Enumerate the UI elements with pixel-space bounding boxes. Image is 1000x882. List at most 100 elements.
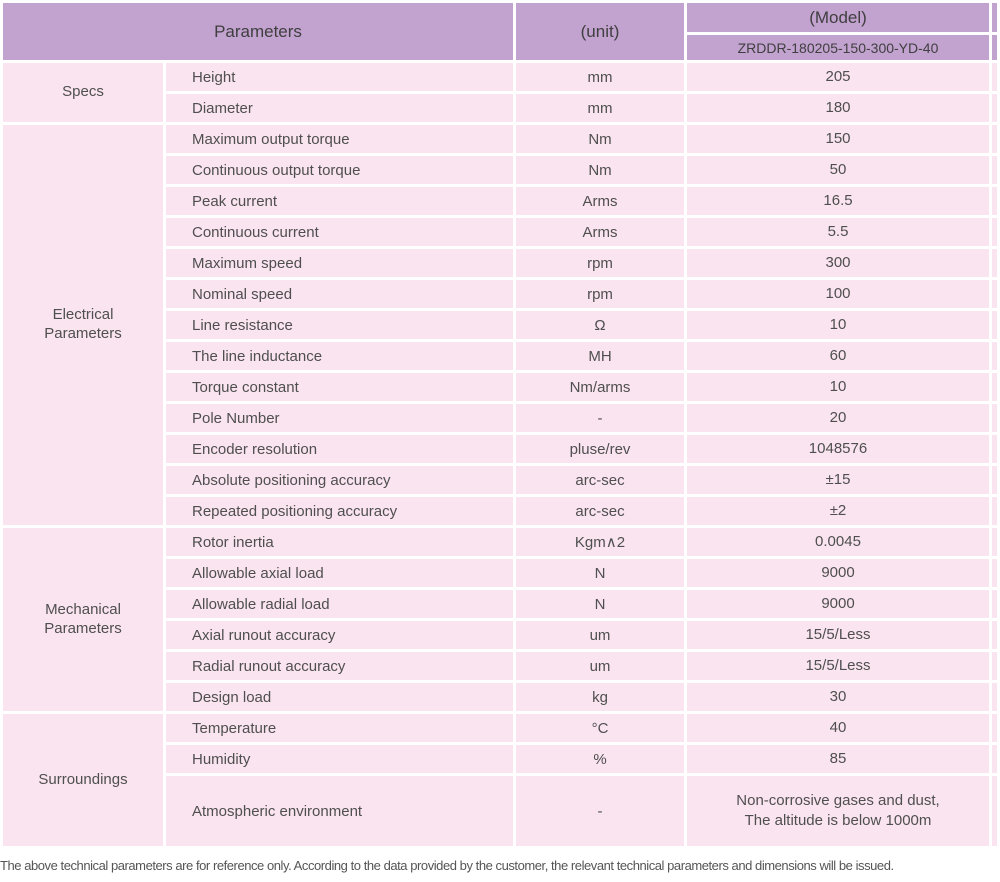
param-name-cell: Radial runout accuracy: [166, 652, 513, 680]
unit-cell: mm: [516, 94, 684, 122]
param-name-cell: Design load: [166, 683, 513, 711]
edge-strip: [992, 125, 997, 153]
unit-cell: arc-sec: [516, 497, 684, 525]
table-row: Peak current Arms 16.5: [3, 187, 997, 215]
edge-strip: [992, 683, 997, 711]
unit-cell: Kgm∧2: [516, 528, 684, 556]
param-name-cell: Encoder resolution: [166, 435, 513, 463]
table-row: Pole Number - 20: [3, 404, 997, 432]
table-row: Design load kg 30: [3, 683, 997, 711]
unit-cell: Nm: [516, 125, 684, 153]
unit-cell: %: [516, 745, 684, 773]
unit-cell: N: [516, 590, 684, 618]
param-name-cell: Torque constant: [166, 373, 513, 401]
table-subheader-row: ZRDDR-180205-150-300-YD-40: [3, 35, 997, 60]
table-row: Atmospheric environment - Non-corrosive …: [3, 776, 997, 846]
group-cell-specs: Specs: [3, 63, 163, 122]
value-cell: 5.5: [687, 218, 989, 246]
parameters-header: Parameters: [3, 3, 513, 60]
edge-strip: [992, 621, 997, 649]
table-row: Radial runout accuracy um 15/5/Less: [3, 652, 997, 680]
unit-cell: Arms: [516, 187, 684, 215]
table-row: Repeated positioning accuracy arc-sec ±2: [3, 497, 997, 525]
table-row: The line inductance MH 60: [3, 342, 997, 370]
spec-table: Parameters (unit) (Model) ZRDDR-180205-1…: [3, 3, 997, 846]
table-row: Nominal speed rpm 100: [3, 280, 997, 308]
table-row: Humidity % 85: [3, 745, 997, 773]
value-cell: 205: [687, 63, 989, 91]
value-cell: 300: [687, 249, 989, 277]
unit-cell: um: [516, 621, 684, 649]
param-name-cell: Peak current: [166, 187, 513, 215]
param-name-cell: Line resistance: [166, 311, 513, 339]
edge-strip: [992, 311, 997, 339]
edge-strip: [992, 497, 997, 525]
edge-strip: [992, 466, 997, 494]
param-name-cell: Absolute positioning accuracy: [166, 466, 513, 494]
value-cell: 40: [687, 714, 989, 742]
value-cell: 16.5: [687, 187, 989, 215]
value-cell: 180: [687, 94, 989, 122]
value-cell: 85: [687, 745, 989, 773]
value-cell: 9000: [687, 559, 989, 587]
value-cell: 100: [687, 280, 989, 308]
edge-strip: [992, 187, 997, 215]
unit-cell: um: [516, 652, 684, 680]
edge-strip: [992, 63, 997, 91]
edge-strip: [992, 156, 997, 184]
param-name-cell: Nominal speed: [166, 280, 513, 308]
table-row: Allowable axial load N 9000: [3, 559, 997, 587]
edge-strip: [992, 652, 997, 680]
table-row: Torque constant Nm/arms 10: [3, 373, 997, 401]
unit-cell: arc-sec: [516, 466, 684, 494]
table-row: Absolute positioning accuracy arc-sec ±1…: [3, 466, 997, 494]
param-name-cell: The line inductance: [166, 342, 513, 370]
edge-strip: [992, 373, 997, 401]
unit-cell: rpm: [516, 249, 684, 277]
param-name-cell: Height: [166, 63, 513, 91]
unit-cell: mm: [516, 63, 684, 91]
param-name-cell: Atmospheric environment: [166, 776, 513, 846]
table-row: Continuous current Arms 5.5: [3, 218, 997, 246]
value-cell: 30: [687, 683, 989, 711]
param-name-cell: Temperature: [166, 714, 513, 742]
unit-cell: rpm: [516, 280, 684, 308]
edge-strip: [992, 590, 997, 618]
value-cell: 10: [687, 373, 989, 401]
value-cell: ±15: [687, 466, 989, 494]
param-name-cell: Axial runout accuracy: [166, 621, 513, 649]
table-row: Line resistance Ω 10: [3, 311, 997, 339]
value-cell: 20: [687, 404, 989, 432]
edge-strip: [992, 435, 997, 463]
unit-cell: Nm: [516, 156, 684, 184]
table-row: Electrical Parameters Maximum output tor…: [3, 125, 997, 525]
table-row: Diameter mm 180: [3, 94, 997, 122]
param-name-cell: Pole Number: [166, 404, 513, 432]
group-cell-mechanical: Mechanical Parameters: [3, 528, 163, 711]
edge-strip: [992, 528, 997, 556]
unit-cell: MH: [516, 342, 684, 370]
edge-strip: [992, 714, 997, 742]
table-row: Continuous output torque Nm 50: [3, 156, 997, 184]
unit-cell: Nm/arms: [516, 373, 684, 401]
table-header-row: Parameters (unit) (Model): [3, 3, 997, 60]
edge-strip: [992, 218, 997, 246]
value-cell: 150: [687, 125, 989, 153]
param-name-cell: Maximum speed: [166, 249, 513, 277]
edge-strip: [992, 280, 997, 308]
unit-cell: °C: [516, 714, 684, 742]
unit-cell: Ω: [516, 311, 684, 339]
table-row: Specs Height mm 205: [3, 63, 997, 122]
group-cell-electrical: Electrical Parameters: [3, 125, 163, 525]
unit-header: (unit): [516, 3, 684, 60]
value-cell: 15/5/Less: [687, 621, 989, 649]
edge-strip: [992, 342, 997, 370]
table-row: Surroundings Temperature °C 40: [3, 714, 997, 846]
edge-strip: [992, 745, 997, 773]
model-header: (Model): [687, 3, 989, 32]
param-name-cell: Allowable axial load: [166, 559, 513, 587]
value-cell: 50: [687, 156, 989, 184]
edge-strip: [992, 776, 997, 846]
value-cell: 10: [687, 311, 989, 339]
